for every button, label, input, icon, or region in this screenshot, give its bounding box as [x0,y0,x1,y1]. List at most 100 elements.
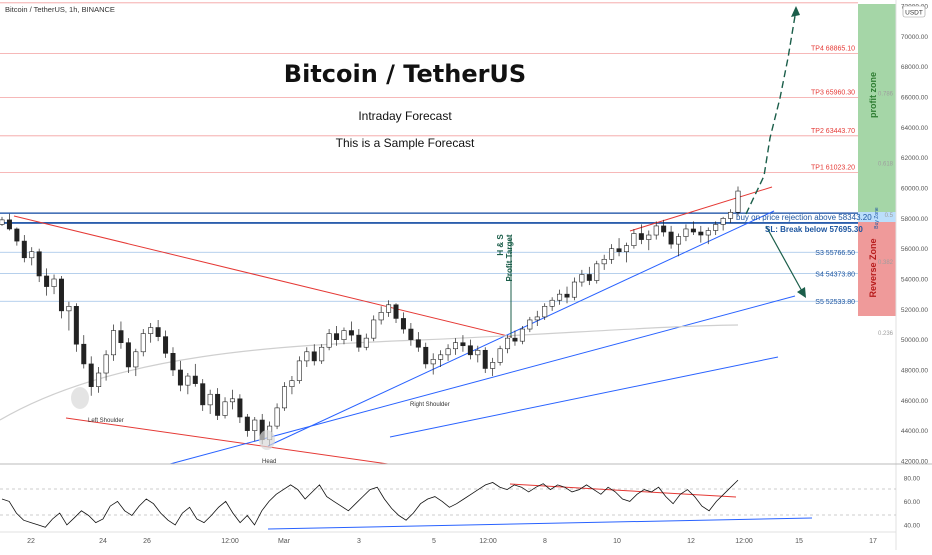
candle-body [393,304,399,319]
price-levels: TP1 61023.20 TP2 63443.70 TP3 65960.30 TP4 … [0,0,894,337]
profit-target-label: Profit Target [505,234,514,281]
support-level-label: S5 52533.80 [815,299,855,306]
candle-body [616,248,622,253]
time-tick-label: 12:00 [221,538,239,545]
candle-body [519,328,525,342]
buy-zone [858,212,896,222]
candle-body [341,330,347,340]
candle-body [311,351,317,362]
candle-body [0,219,5,225]
candle-body [51,278,57,287]
time-tick-label: 12 [687,538,695,545]
annotations: Bitcoin / TetherUS Intraday Forecast Thi… [71,60,872,465]
candle-body [319,346,325,362]
candle-body [378,312,384,321]
candle-body [207,393,213,406]
bearish-projection-arrow [765,225,804,294]
candle-body [415,339,421,348]
fib-ratio-label: 0.382 [878,260,894,266]
head-marker [259,430,275,450]
candle-body [549,299,555,307]
price-tick-label: 54000.00 [901,277,928,284]
candle-body [252,419,258,431]
reverse-zone-label: Reverse Zone [868,238,878,297]
rsi-blue-trendline [267,517,813,530]
candle-body [512,337,518,342]
candle-body [73,306,79,345]
candle-body [609,248,615,260]
candle-body [467,345,473,356]
candle-body [192,375,198,384]
candle-body [177,369,183,386]
candle-body [571,281,577,298]
rsi-red-trendline [509,483,737,498]
candle-body [438,354,444,360]
candle-body [96,372,102,387]
currency-badge[interactable]: USDT [905,10,923,17]
candle-body [155,327,161,337]
time-tick-label: Mar [278,538,291,545]
price-axis[interactable]: 42000.00 44000.00 46000.00 48000.00 50000.00… [895,0,928,550]
candle-body [534,316,540,321]
profit-zone-label: profit zone [868,72,878,118]
time-tick-label: 22 [27,538,35,545]
candle-body [735,190,741,213]
profit-zone [858,4,896,212]
rsi-tick-label: 80.00 [904,475,921,482]
candle-body [594,263,600,281]
candle-body [482,349,488,369]
price-tick-label: 44000.00 [901,428,928,435]
time-tick-label: 10 [613,538,621,545]
candle-body [44,275,50,287]
candle-body [445,348,451,356]
time-tick-label: 24 [99,538,107,545]
candle-body [81,343,87,365]
price-tick-label: 64000.00 [901,125,928,132]
fib-ratio-label: 0.618 [878,161,894,167]
time-tick-label: 12:00 [735,538,753,545]
price-tick-label: 52000.00 [901,307,928,314]
candle-body [282,386,288,409]
candle-body [118,330,124,343]
candle-body [274,407,280,427]
candle-body [304,351,310,362]
support-level-label: S4 54373.80 [815,271,855,278]
fib-ratio-label: 0.786 [878,92,894,98]
zones: profit zone Reverse Zone Buy Zone [858,4,896,316]
candle-body [356,334,362,348]
candle-body [653,225,659,236]
candle-body [21,240,27,259]
candle-body [14,228,20,242]
candle-body [490,362,496,369]
time-axis[interactable]: 22 24 26 12:00 Mar 3 5 12:00 8 10 12 12:00 15 17 [27,538,877,545]
time-tick-label: 5 [432,538,436,545]
candle-body [564,293,570,298]
candle-body [690,228,696,233]
price-tick-label: 62000.00 [901,155,928,162]
candle-body [497,348,503,363]
candlestick-series [0,186,741,446]
candle-body [676,236,682,245]
forecast-arrows [745,6,806,298]
candle-body [88,363,94,387]
tp-level-label: TP2 63443.70 [811,128,855,135]
price-tick-label: 60000.00 [901,186,928,193]
price-tick-label: 48000.00 [901,367,928,374]
candle-body [215,393,221,416]
candle-body [542,306,548,318]
bullish-arrow-head [791,6,800,17]
candle-body [601,258,607,265]
candle-body [103,354,109,374]
left-shoulder-label: Left Shoulder [88,418,124,424]
rising-trendline-3 [389,356,779,438]
time-tick-label: 12:00 [479,538,497,545]
candle-body [6,219,12,230]
forecast-subtitle-1: Intraday Forecast [358,109,452,123]
candle-body [623,245,629,253]
candle-body [698,231,704,236]
candle-body [452,342,458,350]
rising-wedge-top-line [629,186,773,232]
rising-trendline-1 [267,210,775,447]
candle-body [334,333,340,340]
